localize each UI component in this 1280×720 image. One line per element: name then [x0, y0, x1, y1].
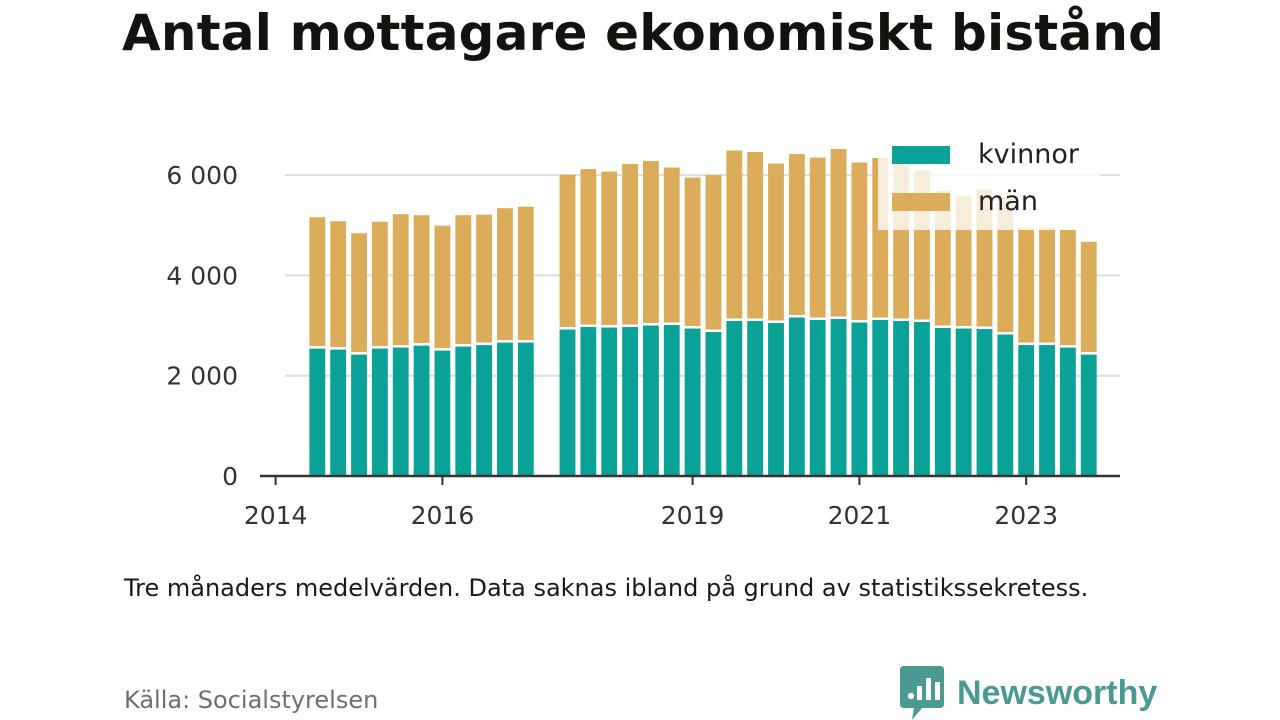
- bar-kvinnor: [1059, 347, 1076, 476]
- legend-label: män: [978, 186, 1038, 217]
- bar-kvinnor: [663, 325, 680, 476]
- bar-kvinnor: [371, 348, 388, 476]
- brand-name: Newsworthy: [957, 673, 1158, 712]
- legend-swatch: [892, 146, 950, 164]
- y-tick-label: 6 000: [166, 161, 238, 190]
- bar-kvinnor: [768, 323, 784, 476]
- x-tick-label: 2023: [994, 501, 1058, 530]
- bar-man: [497, 208, 513, 341]
- bar-man: [747, 152, 764, 319]
- bar-kvinnor: [642, 325, 659, 476]
- brand-logo[interactable]: Newsworthy: [900, 666, 1157, 720]
- y-tick-label: 4 000: [166, 261, 238, 290]
- axes: 0 2 000 4 000 6 000 2014 2016 2019 2021 2023: [166, 161, 1120, 530]
- bar-kvinnor: [455, 346, 472, 476]
- source-label: Källa: Socialstyrelsen: [124, 686, 379, 714]
- bar-man: [705, 175, 722, 330]
- bar-kvinnor: [851, 322, 868, 476]
- bar-man: [997, 197, 1014, 333]
- bar-kvinnor: [580, 327, 597, 476]
- bar-kvinnor: [434, 350, 451, 476]
- bar-kvinnor: [601, 327, 618, 476]
- bar-man: [455, 215, 472, 345]
- x-tick-label: 2021: [828, 501, 892, 530]
- bar-man: [580, 169, 597, 325]
- bar-kvinnor: [622, 327, 638, 476]
- bar-kvinnor: [997, 334, 1014, 476]
- bar-kvinnor: [726, 321, 743, 476]
- y-tick-label: 2 000: [166, 362, 238, 391]
- bar-man: [726, 150, 743, 319]
- bar-kvinnor: [1080, 354, 1097, 476]
- bar-man: [330, 221, 347, 348]
- legend-swatch: [892, 193, 950, 211]
- y-tick-label: 0: [222, 462, 238, 491]
- bar-man: [434, 225, 451, 349]
- legend: kvinnor män: [878, 132, 1100, 230]
- bar-man: [622, 164, 638, 325]
- bar-kvinnor: [830, 319, 847, 476]
- bar-kvinnor: [413, 345, 430, 476]
- bar-man: [392, 214, 409, 346]
- bar-kvinnor: [392, 347, 409, 476]
- bar-kvinnor: [976, 329, 993, 476]
- bar-kvinnor: [788, 317, 805, 476]
- bar-kvinnor: [809, 320, 826, 476]
- bar-man: [663, 167, 680, 323]
- bar-man: [830, 148, 847, 317]
- bar-kvinnor: [955, 328, 972, 476]
- bar-man: [559, 174, 576, 328]
- bar-kvinnor: [559, 329, 576, 476]
- bar-man: [851, 162, 868, 321]
- bar-kvinnor: [330, 349, 347, 476]
- newsworthy-logo-icon: [900, 666, 944, 720]
- bar-man: [309, 217, 326, 347]
- bar-kvinnor: [351, 354, 367, 476]
- bar-man: [476, 214, 493, 343]
- x-tick-label: 2016: [411, 501, 475, 530]
- stacked-bar-chart: 0 2 000 4 000 6 000 2014 2016 2019 2021 2023 kvi…: [166, 132, 1120, 530]
- bar-man: [413, 215, 430, 344]
- x-tick-label: 2019: [661, 501, 725, 530]
- bar-man: [1059, 229, 1076, 346]
- bar-man: [517, 206, 534, 341]
- bar-kvinnor: [893, 321, 910, 476]
- legend-label: kvinnor: [978, 139, 1080, 170]
- bar-man: [1018, 227, 1035, 343]
- bar-kvinnor: [476, 345, 493, 476]
- bar-man: [684, 177, 701, 327]
- bar-kvinnor: [747, 321, 764, 476]
- bar-man: [1080, 241, 1097, 353]
- bar-kvinnor: [497, 342, 513, 476]
- bar-kvinnor: [914, 322, 930, 476]
- bar-man: [642, 161, 659, 324]
- bar-kvinnor: [309, 348, 326, 476]
- bar-man: [809, 157, 826, 318]
- bar-man: [601, 171, 618, 326]
- bar-kvinnor: [517, 342, 534, 476]
- bar-kvinnor: [872, 320, 889, 476]
- bar-kvinnor: [705, 332, 722, 476]
- bar-man: [371, 221, 388, 347]
- bar-man: [788, 154, 805, 316]
- bar-series: [309, 148, 1097, 476]
- bar-man: [768, 163, 784, 321]
- bar-man: [351, 233, 367, 353]
- chart-note: Tre månaders medelvärden. Data saknas ib…: [124, 574, 1089, 602]
- x-tick-label: 2014: [244, 501, 308, 530]
- chart-title: Antal mottagare ekonomiskt bistånd: [122, 4, 1165, 62]
- bar-kvinnor: [934, 328, 951, 476]
- bar-kvinnor: [1018, 345, 1035, 476]
- bar-man: [1039, 227, 1055, 343]
- bar-kvinnor: [684, 328, 701, 476]
- bar-kvinnor: [1039, 345, 1055, 476]
